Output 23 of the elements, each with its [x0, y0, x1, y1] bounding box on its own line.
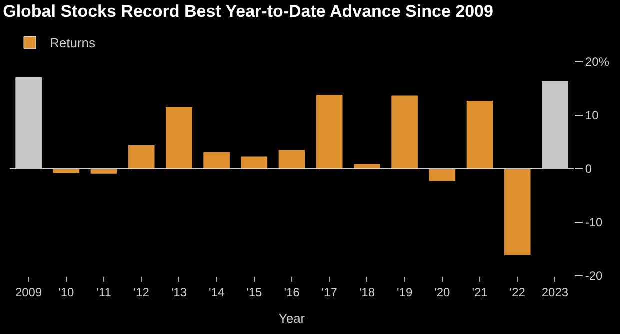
y-tick-label: 10 — [585, 108, 600, 123]
x-tick-label: '10 — [58, 285, 75, 300]
x-tick-label: '18 — [359, 285, 376, 300]
x-tick-label: '15 — [246, 285, 263, 300]
x-tick-label: '21 — [472, 285, 488, 300]
x-axis-title: Year — [278, 311, 306, 326]
x-tick-label: 2009 — [15, 285, 42, 300]
x-tick-label: '19 — [396, 285, 413, 300]
x-tick-label: '12 — [134, 285, 150, 300]
x-tick-label: 2023 — [542, 285, 569, 300]
x-tick-label: '13 — [171, 285, 188, 300]
y-tick-label: 20% — [585, 55, 610, 70]
y-tick-label: 0 — [585, 162, 592, 176]
x-tick-label: '20 — [434, 285, 451, 300]
y-tick-label: -20 — [585, 269, 604, 284]
x-tick-label: '22 — [510, 285, 526, 300]
chart-title: Global Stocks Record Best Year-to-Date Advance Since 2009 — [3, 2, 494, 21]
legend-label: Returns — [50, 36, 96, 51]
x-tick-label: '17 — [322, 285, 338, 300]
y-tick-label: -10 — [585, 216, 604, 230]
x-tick-label: '14 — [208, 285, 225, 300]
x-tick-label: '11 — [96, 285, 112, 300]
x-tick-label: '16 — [284, 285, 300, 300]
